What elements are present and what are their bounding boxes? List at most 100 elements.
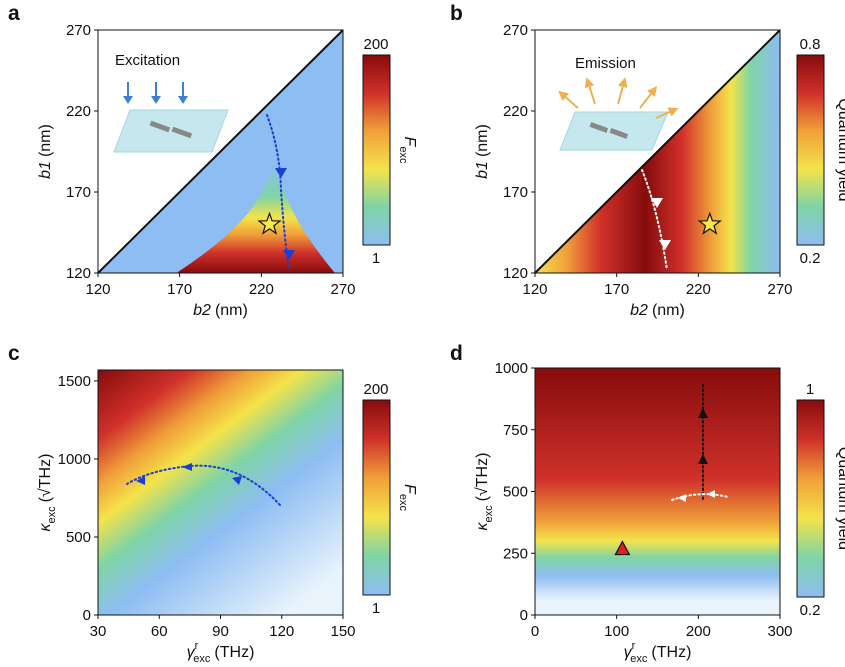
- y-label-unit: (nm): [37, 124, 54, 157]
- colorbar-tick-label: 0.2: [800, 250, 821, 267]
- colorbar-title-sub: exc: [397, 494, 409, 512]
- x-tick-label: 0: [531, 623, 539, 640]
- inset-label: Emission: [575, 55, 636, 72]
- colorbar-title-text: Quantum yield: [835, 98, 845, 201]
- colorbar-title: Quantum yield: [835, 447, 845, 550]
- y-axis-label: κexc (√THz): [37, 454, 58, 532]
- colorbar-tick-label: 0.8: [800, 36, 821, 53]
- y-label-symbol: κ: [37, 522, 54, 531]
- y-tick-label: 170: [66, 184, 91, 201]
- x-tick-label: 270: [767, 281, 792, 298]
- y-label-symbol: κ: [474, 521, 491, 530]
- plot-frame: [534, 29, 781, 274]
- heatmap-field: [98, 370, 343, 615]
- y-axis-label: b1 (nm): [37, 124, 54, 179]
- trajectory: [126, 464, 281, 506]
- x-label-sub: exc: [630, 653, 648, 665]
- x-tick-label: 300: [767, 623, 792, 640]
- y-axis-label: κexc (√THz): [474, 453, 495, 531]
- x-axis-label: b2 (nm): [193, 302, 248, 319]
- plot-frame: [97, 29, 344, 274]
- panel-label: d: [450, 342, 463, 365]
- diagonal: [97, 29, 344, 274]
- x-tick-label: 200: [686, 623, 711, 640]
- trajectory: [671, 493, 729, 501]
- heatmap-field: [535, 368, 780, 615]
- panel-label: a: [8, 2, 20, 25]
- colorbar-title-sub: exc: [397, 146, 409, 164]
- x-label-sup: r: [632, 640, 636, 652]
- x-label-symbol: γ: [187, 644, 196, 661]
- marker: [614, 540, 631, 556]
- x-label-symbol: γ: [624, 644, 633, 661]
- y-tick-label: 0: [83, 607, 91, 624]
- y-label-var: b1: [37, 161, 54, 179]
- x-label-var: b2: [630, 302, 648, 319]
- x-tick-label: 220: [249, 281, 274, 298]
- y-tick-label: 0: [520, 607, 528, 624]
- panel-label: b: [450, 2, 463, 25]
- decorations: [113, 77, 729, 506]
- trajectory: [266, 114, 290, 271]
- x-tick-label: 120: [85, 281, 110, 298]
- trajectory: [641, 169, 668, 271]
- x-label-unit: (nm): [652, 302, 685, 319]
- colorbar-tick-label: 0.2: [800, 602, 821, 619]
- arrowheads: [136, 463, 242, 485]
- colorbar-title-var: F: [401, 137, 418, 148]
- diagonal: [534, 29, 781, 274]
- colorbar-title: Fexc: [397, 484, 418, 511]
- inset-emission: [558, 77, 679, 151]
- colorbar: [362, 399, 391, 596]
- y-tick-label: 170: [503, 184, 528, 201]
- x-axis-label: γr exc (THz): [624, 640, 692, 665]
- y-label-unit: (√THz): [37, 454, 54, 503]
- colorbar: [796, 399, 825, 598]
- x-label-sub: exc: [193, 653, 211, 665]
- y-tick-label: 270: [66, 22, 91, 39]
- marker: [697, 211, 722, 235]
- x-tick-label: 220: [686, 281, 711, 298]
- x-tick-label: 120: [269, 623, 294, 640]
- heatmap-hotspot: [176, 158, 335, 273]
- colorbar-title: Quantum yield: [835, 98, 845, 201]
- colorbar-title: Fexc: [397, 137, 418, 164]
- y-label-sub: exc: [46, 506, 58, 524]
- y-tick-label: 250: [503, 545, 528, 562]
- inset-label: Excitation: [115, 52, 180, 69]
- y-tick-label: 220: [503, 103, 528, 120]
- y-label-var: b1: [474, 161, 491, 179]
- x-tick-label: 30: [90, 623, 107, 640]
- x-label-unit: (THz): [214, 644, 254, 661]
- y-label-unit: (√THz): [474, 453, 491, 502]
- panel-label: c: [8, 342, 20, 365]
- x-label-unit: (THz): [651, 644, 691, 661]
- x-label-sup: r: [195, 640, 199, 652]
- y-tick-label: 1500: [58, 373, 91, 390]
- y-tick-label: 220: [66, 103, 91, 120]
- y-tick-label: 500: [503, 484, 528, 501]
- colorbar-title-text: Quantum yield: [835, 447, 845, 550]
- colorbar: [362, 54, 391, 246]
- x-tick-label: 170: [604, 281, 629, 298]
- y-tick-label: 500: [66, 529, 91, 546]
- colorbar-tick-label: 200: [363, 381, 388, 398]
- x-tick-label: 60: [151, 623, 168, 640]
- x-axis-label: b2 (nm): [630, 302, 685, 319]
- colorbar-tick-label: 200: [363, 36, 388, 53]
- colorbar-tick-label: 1: [372, 600, 380, 617]
- arrowheads: [275, 168, 295, 260]
- colorbar-tick-label: 1: [806, 381, 814, 398]
- x-axis-label: γr exc (THz): [187, 640, 255, 665]
- x-tick-label: 150: [330, 623, 355, 640]
- x-tick-label: 270: [330, 281, 355, 298]
- y-tick-label: 750: [503, 422, 528, 439]
- x-tick-label: 170: [167, 281, 192, 298]
- y-label-sub: exc: [483, 505, 495, 523]
- y-axis-label: b1 (nm): [474, 124, 491, 179]
- y-tick-label: 270: [503, 22, 528, 39]
- inset-excitation: [113, 82, 229, 153]
- x-tick-label: 120: [522, 281, 547, 298]
- x-tick-label: 90: [212, 623, 229, 640]
